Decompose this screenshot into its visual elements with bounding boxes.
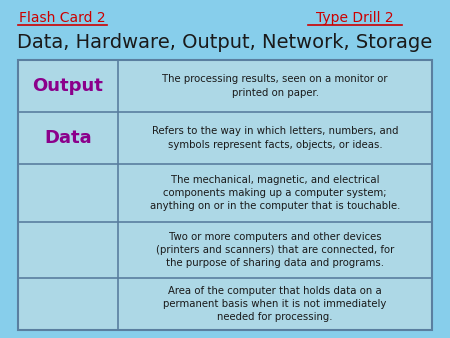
Text: Two or more computers and other devices
(printers and scanners) that are connect: Two or more computers and other devices … bbox=[156, 232, 394, 268]
Text: Data, Hardware, Output, Network, Storage: Data, Hardware, Output, Network, Storage bbox=[18, 33, 432, 52]
Text: The processing results, seen on a monitor or
printed on paper.: The processing results, seen on a monito… bbox=[162, 74, 388, 98]
Bar bbox=[18, 60, 432, 330]
Text: Data: Data bbox=[44, 129, 92, 147]
Text: Output: Output bbox=[32, 77, 104, 95]
Text: The mechanical, magnetic, and electrical
components making up a computer system;: The mechanical, magnetic, and electrical… bbox=[150, 175, 400, 211]
Text: Type Drill 2: Type Drill 2 bbox=[316, 11, 394, 25]
Text: Flash Card 2: Flash Card 2 bbox=[19, 11, 105, 25]
Text: Refers to the way in which letters, numbers, and
symbols represent facts, object: Refers to the way in which letters, numb… bbox=[152, 126, 398, 150]
Text: Area of the computer that holds data on a
permanent basis when it is not immedia: Area of the computer that holds data on … bbox=[163, 286, 387, 322]
